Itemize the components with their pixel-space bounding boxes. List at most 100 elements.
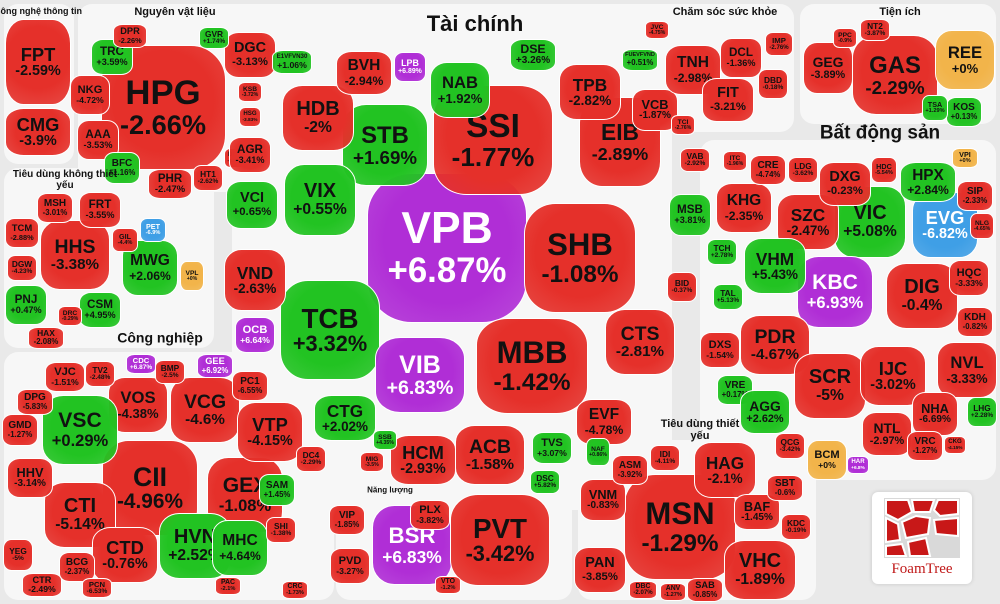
- stock-tile[interactable]: TCH +2.78%: [707, 239, 737, 265]
- stock-tile[interactable]: SSI -1.77%: [433, 85, 553, 195]
- stock-tile[interactable]: TV2 -2.48%: [85, 361, 115, 387]
- stock-tile[interactable]: CTS -2.81%: [605, 309, 675, 375]
- stock-tile[interactable]: KDH -0.82%: [957, 307, 993, 337]
- stock-tile[interactable]: PPC -0.9%: [833, 28, 857, 48]
- stock-tile[interactable]: NTL -2.97%: [862, 412, 912, 456]
- stock-tile[interactable]: JVC -4.75%: [645, 21, 669, 39]
- stock-tile[interactable]: KHG -2.35%: [716, 183, 772, 233]
- stock-tile[interactable]: TCI -2.76%: [671, 115, 695, 135]
- stock-tile[interactable]: TVS +3.07%: [532, 432, 572, 464]
- stock-tile[interactable]: HPX +2.84%: [900, 162, 956, 202]
- stock-tile[interactable]: HHV -3.14%: [7, 458, 53, 498]
- stock-tile[interactable]: DGC -3.13%: [224, 32, 276, 78]
- stock-tile[interactable]: KBC +6.93%: [797, 256, 873, 328]
- stock-tile[interactable]: YEG -5%: [3, 539, 33, 571]
- stock-tile[interactable]: SHI -1.38%: [266, 517, 296, 543]
- stock-tile[interactable]: PAN -3.85%: [574, 547, 626, 593]
- foamtree-logo[interactable]: FoamTree: [872, 492, 972, 584]
- stock-tile[interactable]: MIG -3.5%: [360, 452, 384, 472]
- stock-tile[interactable]: GAS -2.29%: [852, 35, 938, 115]
- stock-tile[interactable]: REE +0%: [935, 30, 995, 90]
- stock-tile[interactable]: DXG -0.23%: [819, 162, 871, 206]
- stock-tile[interactable]: NAB +1.92%: [430, 62, 490, 118]
- stock-tile[interactable]: NKG -4.72%: [70, 75, 110, 115]
- stock-tile[interactable]: TNH -2.98%: [665, 45, 721, 95]
- stock-tile[interactable]: EVG -6.82%: [912, 192, 978, 258]
- stock-tile[interactable]: BID -0.37%: [667, 272, 697, 302]
- stock-tile[interactable]: AGG +2.62%: [740, 390, 790, 434]
- stock-tile[interactable]: CRC -1.73%: [282, 581, 308, 599]
- stock-tile[interactable]: VNM -0.83%: [580, 479, 626, 521]
- stock-tile[interactable]: VPB +6.87%: [367, 173, 527, 323]
- stock-tile[interactable]: BVH -2.94%: [336, 51, 392, 95]
- stock-tile[interactable]: BCM +0%: [807, 440, 847, 480]
- stock-tile[interactable]: CDC +6.87%: [126, 354, 156, 374]
- stock-tile[interactable]: VIB +6.83%: [375, 337, 465, 413]
- stock-tile[interactable]: FPT -2.59%: [5, 19, 71, 105]
- stock-tile[interactable]: PC1 -6.55%: [232, 371, 268, 401]
- stock-tile[interactable]: BMP -2.5%: [155, 360, 185, 384]
- stock-tile[interactable]: NT2 -3.87%: [860, 19, 890, 41]
- stock-tile[interactable]: GEG -3.89%: [803, 42, 853, 94]
- stock-tile[interactable]: SSB +4.35%: [373, 430, 397, 450]
- stock-tile[interactable]: MBB -1.42%: [476, 318, 588, 414]
- stock-tile[interactable]: HCM -2.93%: [390, 435, 456, 485]
- stock-tile[interactable]: DXS -1.54%: [700, 332, 740, 368]
- stock-tile[interactable]: VCB -1.87%: [632, 89, 678, 131]
- stock-tile[interactable]: E1VFVN30 +1.06%: [272, 50, 312, 74]
- stock-tile[interactable]: HAG -2.1%: [694, 442, 756, 498]
- stock-tile[interactable]: ACB -1.58%: [455, 425, 525, 485]
- stock-tile[interactable]: DSC +5.82%: [530, 470, 560, 494]
- stock-tile[interactable]: DC4 -2.29%: [296, 446, 326, 472]
- stock-tile[interactable]: MHC +4.64%: [212, 520, 268, 576]
- stock-tile[interactable]: HAX -2.08%: [28, 327, 64, 349]
- stock-tile[interactable]: DRC -0.29%: [58, 306, 82, 326]
- stock-tile[interactable]: VHM +5.43%: [744, 238, 806, 294]
- stock-tile[interactable]: IDI -4.11%: [650, 445, 680, 471]
- stock-tile[interactable]: AGR -3.41%: [229, 137, 271, 173]
- stock-tile[interactable]: HSG -3.83%: [239, 107, 261, 127]
- stock-tile[interactable]: VPI +0%: [952, 148, 978, 168]
- stock-tile[interactable]: VSC +0.29%: [42, 395, 118, 465]
- stock-tile[interactable]: NAF +0.86%: [586, 438, 610, 466]
- stock-tile[interactable]: VND -2.63%: [224, 249, 286, 311]
- stock-tile[interactable]: CKG -4.15%: [944, 436, 966, 454]
- stock-tile[interactable]: KDC -0.19%: [781, 514, 811, 540]
- stock-tile[interactable]: TCM -2.88%: [5, 218, 39, 248]
- stock-tile[interactable]: TPB -2.82%: [559, 64, 621, 120]
- stock-tile[interactable]: DSE +3.26%: [510, 39, 556, 71]
- stock-tile[interactable]: HDC -5.54%: [871, 157, 897, 183]
- stock-tile[interactable]: TCB +3.32%: [280, 280, 380, 380]
- stock-tile[interactable]: STB +1.69%: [342, 104, 428, 186]
- stock-tile[interactable]: CTD -0.76%: [92, 527, 158, 583]
- stock-tile[interactable]: GEE +6.92%: [197, 354, 233, 378]
- stock-tile[interactable]: VIP -1.85%: [329, 505, 365, 535]
- stock-tile[interactable]: NLG -4.65%: [970, 213, 994, 239]
- stock-tile[interactable]: CTG +2.02%: [314, 395, 376, 441]
- stock-tile[interactable]: SCR -5%: [794, 353, 866, 419]
- stock-tile[interactable]: SAM +1.45%: [259, 474, 295, 506]
- stock-tile[interactable]: OCB +6.64%: [235, 317, 275, 353]
- stock-tile[interactable]: VCG -4.6%: [170, 377, 240, 443]
- stock-tile[interactable]: DIG -0.4%: [886, 263, 958, 329]
- stock-tile[interactable]: VPL +0%: [180, 261, 204, 291]
- stock-tile[interactable]: DBC -2.07%: [629, 581, 657, 599]
- stock-tile[interactable]: PVT -3.42%: [450, 494, 550, 586]
- stock-tile[interactable]: HHS -3.38%: [40, 220, 110, 290]
- stock-tile[interactable]: GMD -1.27%: [2, 414, 38, 446]
- stock-tile[interactable]: KOS +0.13%: [946, 97, 982, 127]
- stock-tile[interactable]: LDG -3.62%: [788, 157, 818, 183]
- stock-tile[interactable]: VJC -1.51%: [45, 362, 85, 392]
- stock-tile[interactable]: CRE -4.74%: [750, 155, 786, 185]
- stock-tile[interactable]: KSB -3.72%: [238, 82, 262, 102]
- stock-tile[interactable]: QCG -3.42%: [775, 433, 805, 459]
- stock-tile[interactable]: DGW -4.23%: [7, 255, 37, 281]
- stock-tile[interactable]: CMG -3.9%: [5, 108, 71, 156]
- stock-tile[interactable]: IMP -2.76%: [765, 32, 793, 56]
- stock-tile[interactable]: SHB -1.08%: [524, 203, 636, 313]
- stock-tile[interactable]: VHC -1.89%: [724, 540, 796, 600]
- stock-tile[interactable]: FUEVFVND +0.51%: [622, 49, 658, 71]
- stock-tile[interactable]: VTO -1.2%: [435, 576, 461, 594]
- stock-tile[interactable]: MSB +3.81%: [669, 194, 711, 236]
- stock-tile[interactable]: GVR +1.74%: [199, 27, 229, 49]
